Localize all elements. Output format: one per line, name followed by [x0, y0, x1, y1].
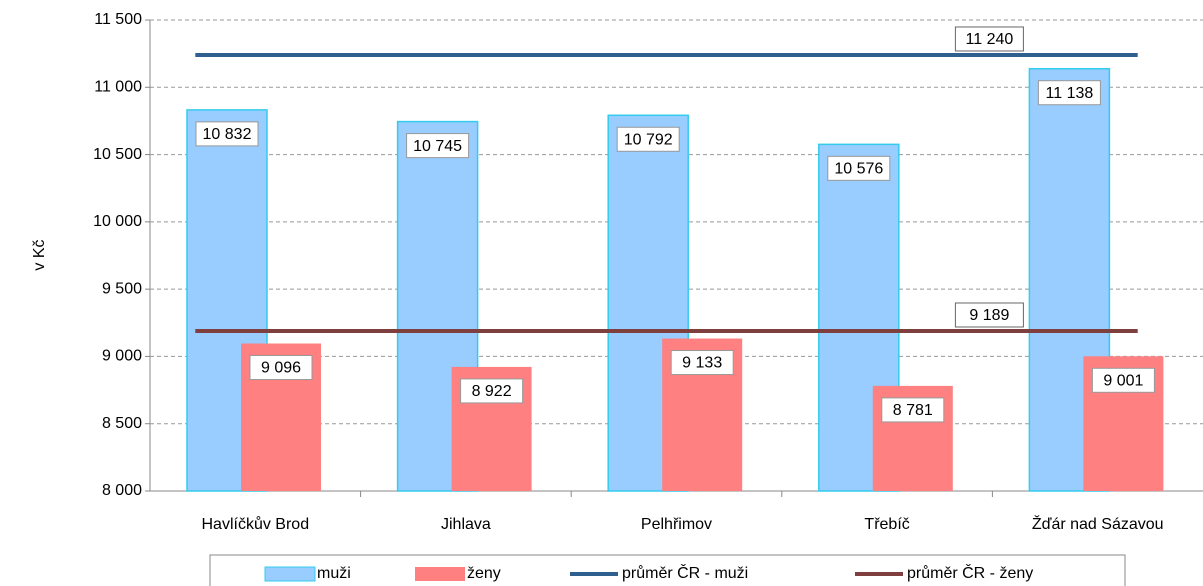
- x-tick-label: Žďár nad Sázavou: [1032, 514, 1164, 533]
- data-label-box: [827, 155, 891, 181]
- data-label: 11 138: [1046, 85, 1094, 102]
- y-tick-label: 8 500: [102, 415, 142, 432]
- y-tick-label: 11 000: [94, 79, 142, 96]
- data-label-box: [954, 302, 1024, 328]
- x-tick-label: Třebíč: [864, 516, 909, 533]
- y-tick-label: 9 500: [102, 280, 142, 297]
- data-label-box: [1091, 367, 1155, 393]
- legend-label: průměr ČR - ženy: [907, 563, 1033, 582]
- data-label: 9 133: [682, 355, 722, 372]
- legend-box: [209, 554, 1126, 586]
- data-label: 10 832: [203, 126, 252, 143]
- y-tick-label: 10 000: [93, 213, 142, 230]
- data-label-box: [670, 350, 734, 376]
- data-label-box: [460, 378, 524, 404]
- y-tick-label: 10 500: [93, 146, 142, 163]
- x-tick-label: Pelhřimov: [641, 516, 712, 533]
- data-label: 8 922: [472, 383, 512, 400]
- y-tick-label: 9 000: [102, 348, 142, 365]
- data-label-box: [881, 397, 945, 423]
- data-label: 8 781: [893, 402, 933, 419]
- y-tick-label: 8 000: [102, 482, 142, 499]
- data-label-box: [1037, 80, 1101, 106]
- data-label-box: [616, 126, 680, 152]
- y-tick-label: 11 500: [94, 11, 142, 28]
- data-label: 10 745: [413, 138, 462, 155]
- data-label-box: [406, 133, 470, 159]
- legend-swatch: [415, 567, 465, 581]
- data-label: 9 096: [261, 360, 301, 377]
- legend-swatch: [264, 566, 316, 582]
- data-label: 10 792: [624, 131, 673, 148]
- data-label: 10 576: [834, 161, 883, 178]
- data-label: 11 240: [966, 31, 1014, 48]
- legend-label: průměr ČR - muži: [622, 563, 748, 582]
- x-tick-label: Jihlava: [441, 516, 491, 533]
- legend-label: muži: [317, 565, 351, 582]
- legend-label: ženy: [467, 565, 501, 582]
- x-tick-label: Havlíčkův Brod: [202, 515, 310, 533]
- data-label: 9 189: [969, 307, 1009, 324]
- data-label: 9 001: [1103, 373, 1143, 390]
- data-label-box: [195, 121, 259, 147]
- y-axis-label: v Kč: [31, 239, 48, 270]
- data-label-box: [954, 26, 1024, 52]
- data-label-box: [249, 355, 313, 381]
